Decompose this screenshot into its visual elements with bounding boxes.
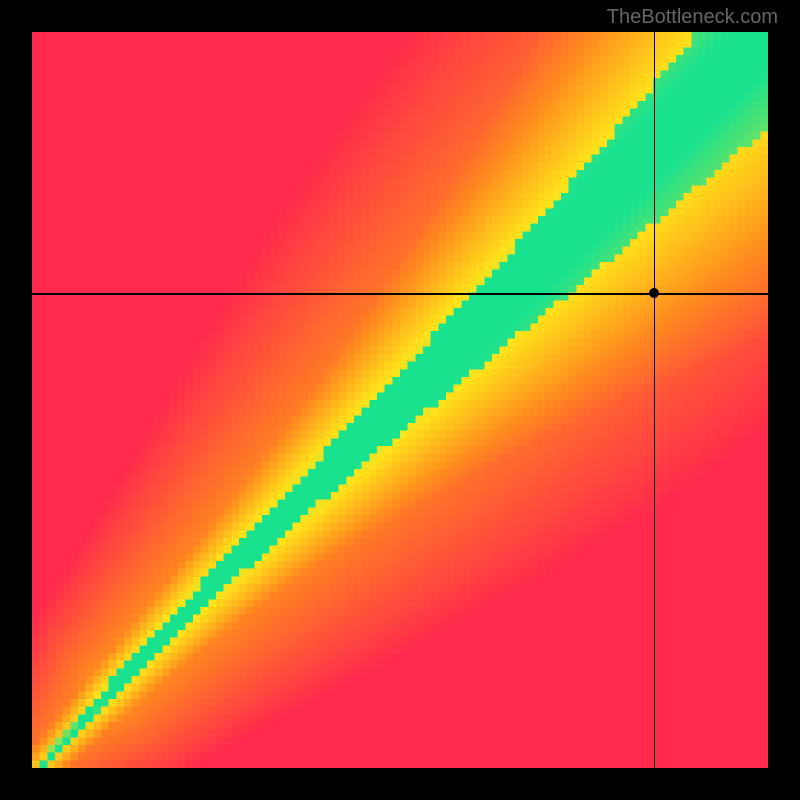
crosshair-marker [649,288,659,298]
plot-area [32,32,768,768]
crosshair-vertical [654,32,656,768]
bottleneck-heatmap [32,32,768,768]
watermark-text: TheBottleneck.com [607,6,778,29]
